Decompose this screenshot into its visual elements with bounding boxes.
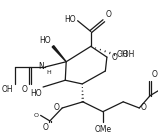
Text: O: O <box>106 10 112 19</box>
Text: HO: HO <box>64 15 76 24</box>
Text: O: O <box>54 103 59 112</box>
Text: H: H <box>46 70 51 75</box>
Text: OH: OH <box>2 85 13 94</box>
Text: OMe: OMe <box>94 125 112 134</box>
Text: O: O <box>112 53 117 62</box>
Text: O: O <box>34 113 39 118</box>
Text: HO: HO <box>40 36 51 45</box>
Text: O: O <box>42 123 48 132</box>
Text: O: O <box>141 103 147 112</box>
Text: OH: OH <box>116 50 128 59</box>
Text: O: O <box>152 70 158 79</box>
Text: N: N <box>39 62 44 71</box>
Text: ··OH: ··OH <box>118 50 135 59</box>
Text: O: O <box>22 85 28 94</box>
Polygon shape <box>52 46 66 62</box>
Text: HO: HO <box>31 89 42 98</box>
